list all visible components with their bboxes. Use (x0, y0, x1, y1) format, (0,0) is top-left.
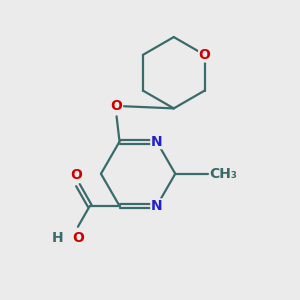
Text: CH₃: CH₃ (209, 167, 237, 181)
Text: N: N (151, 199, 163, 213)
Text: O: O (70, 168, 83, 182)
Text: O: O (199, 48, 211, 62)
Text: O: O (72, 231, 84, 245)
Text: O: O (111, 99, 122, 113)
Text: H: H (51, 231, 63, 245)
Text: N: N (151, 135, 163, 148)
